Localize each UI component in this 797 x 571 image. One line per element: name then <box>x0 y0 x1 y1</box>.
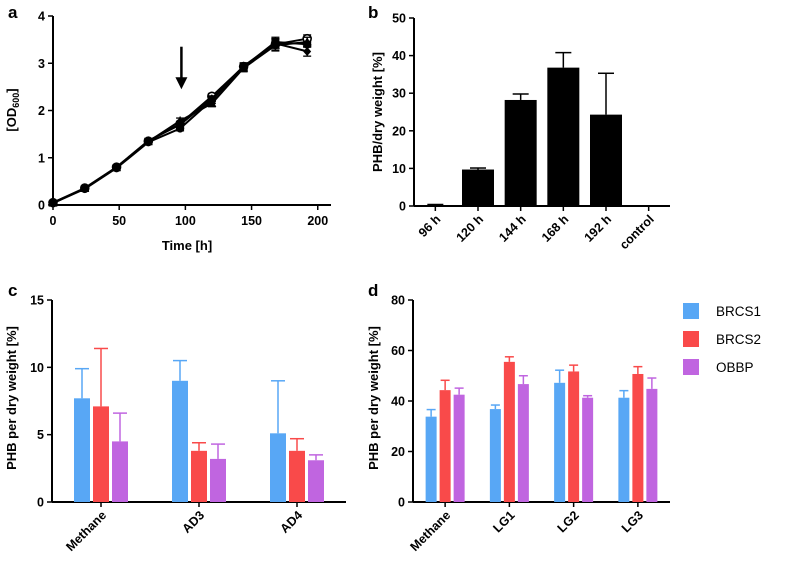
panel-d-x-tick-label: Methane <box>407 508 453 554</box>
panel-d-bar-obbp <box>517 384 529 502</box>
panel-b-x-tick-label: 192 h <box>582 212 615 245</box>
panel-a-x-tick-label: 150 <box>241 214 262 228</box>
panel-c-y-label: PHB per dry weight [%] <box>4 326 19 470</box>
panel-d-y-tick-label: 40 <box>391 395 405 409</box>
panel-b-y-tick-label: 10 <box>392 162 406 176</box>
panel-c-bar-brcs2 <box>289 450 305 502</box>
panel-b-letter: b <box>368 3 378 22</box>
panel-c-bar-obbp <box>308 460 324 502</box>
panel-b-bar <box>462 169 494 206</box>
panel-b-x-tick-label: 120 h <box>454 212 487 245</box>
legend: BRCS1 BRCS2 OBBP <box>683 303 761 375</box>
panel-a-x-tick-label: 0 <box>50 214 57 228</box>
panel-b-bar <box>547 67 580 206</box>
panel-c-bar-chart: PHB per dry weight [%] 0 5 10 15 Methane AD3 A… <box>4 294 346 554</box>
panel-d-bar-chart: PHB per dry weight [%] 0 20 40 60 80 Methane L… <box>366 294 670 554</box>
panel-b-y-label: PHB/dry weight [%] <box>370 52 385 172</box>
panel-c-y-tick-label: 15 <box>30 294 44 308</box>
panel-c-y-tick-label: 5 <box>37 428 44 442</box>
legend-swatch-obbp <box>683 359 699 375</box>
panel-c-x-tick-label: AD4 <box>278 508 306 536</box>
panel-b-bar-chart: PHB/dry weight [%] 0 10 20 30 40 50 96 h 120 h 1… <box>370 12 670 252</box>
panel-d-x-tick-label: LG3 <box>619 508 646 535</box>
panel-b-bar <box>504 99 537 206</box>
panel-c-bar-brcs1 <box>270 433 286 502</box>
panel-a-y-tick-label: 1 <box>38 151 45 165</box>
panel-d-bar-brcs2 <box>503 361 515 502</box>
panel-d-bar-brcs1 <box>618 397 630 502</box>
panel-c-bar-obbp <box>210 458 226 502</box>
panel-a-data-point <box>112 162 121 172</box>
panel-a-y-tick-label: 3 <box>38 57 45 71</box>
panel-a-data-point <box>49 198 57 208</box>
legend-swatch-brcs1 <box>683 303 699 319</box>
panel-a-y-tick-label: 2 <box>38 104 45 118</box>
panel-d-y-tick-label: 0 <box>398 496 405 510</box>
panel-a-y-label: [OD600] <box>4 88 21 131</box>
panel-d-x-tick-label: LG2 <box>555 508 582 535</box>
panel-b-bar <box>590 114 622 206</box>
panel-d-y-tick-label: 20 <box>391 445 405 459</box>
panel-a-data-point <box>144 136 153 146</box>
panel-c-bar-brcs2 <box>191 450 207 502</box>
panel-b-x-tick-label: 96 h <box>416 212 444 240</box>
panel-a-data-point <box>239 61 248 71</box>
panel-d-bar-obbp <box>646 388 658 502</box>
panel-b-x-tick-label: 168 h <box>539 212 572 245</box>
panel-d-bar-brcs1 <box>554 382 566 502</box>
panel-a-x-tick-label: 100 <box>175 214 196 228</box>
panel-b-x-tick-label: control <box>617 212 657 252</box>
panel-b-y-tick-label: 20 <box>392 124 406 138</box>
panel-d-bar-obbp <box>453 394 465 502</box>
panel-a-y-tick-label: 4 <box>38 10 45 24</box>
legend-label-brcs2: BRCS2 <box>716 332 761 347</box>
panel-d-letter: d <box>368 281 378 300</box>
panel-c-bar-obbp <box>112 441 128 502</box>
panel-b-y-tick-label: 0 <box>399 200 406 214</box>
panel-c-y-tick-label: 10 <box>30 361 44 375</box>
panel-b-y-tick-label: 40 <box>392 49 406 63</box>
panel-c-x-tick-label: AD3 <box>180 508 208 536</box>
panel-a-arrow-head <box>175 77 188 90</box>
panel-a-x-label: Time [h] <box>162 238 212 253</box>
panel-c-bar-brcs1 <box>74 398 90 502</box>
panel-a-letter: a <box>8 3 18 22</box>
panel-a-data-point <box>176 120 185 130</box>
panel-b-x-tick-label: 144 h <box>496 212 529 245</box>
panel-d-bar-brcs2 <box>632 373 644 502</box>
panel-a-data-point <box>302 36 312 46</box>
legend-label-brcs1: BRCS1 <box>716 304 761 319</box>
legend-swatch-brcs2 <box>683 331 699 347</box>
panel-b-bar <box>419 205 452 206</box>
panel-a-data-point <box>303 46 312 56</box>
panel-c-bar-brcs2 <box>93 406 109 502</box>
panel-a-data-point <box>207 94 216 104</box>
panel-d-bar-brcs1 <box>489 409 501 502</box>
panel-d-bar-brcs2 <box>439 390 451 502</box>
panel-b-y-tick-label: 30 <box>392 87 406 101</box>
panel-d-x-tick-label: LG1 <box>490 508 517 535</box>
panel-a-line-chart: [OD600] Time [h] 0 1 2 3 4 0 50 100 150 200 <box>4 10 331 253</box>
panel-a-y-tick-label: 0 <box>38 199 45 213</box>
panel-c-bar-brcs1 <box>172 380 188 502</box>
panel-c-letter: c <box>8 281 17 300</box>
panel-c-x-tick-label: Methane <box>63 508 109 554</box>
panel-a-data-point <box>80 183 89 193</box>
legend-label-obbp: OBBP <box>716 360 754 375</box>
panel-c-y-tick-label: 0 <box>37 496 44 510</box>
panel-d-bar-brcs2 <box>568 371 580 502</box>
panel-d-bar-obbp <box>582 397 594 502</box>
panel-d-y-label: PHB per dry weight [%] <box>366 326 381 470</box>
panel-a-data-point <box>271 38 280 48</box>
panel-d-y-tick-label: 60 <box>391 344 405 358</box>
panel-d-y-tick-label: 80 <box>391 294 405 308</box>
panel-d-bar-brcs1 <box>425 416 437 502</box>
panel-a-x-tick-label: 200 <box>307 214 328 228</box>
panel-b-y-tick-label: 50 <box>392 12 406 26</box>
panel-a-x-tick-label: 50 <box>112 214 126 228</box>
